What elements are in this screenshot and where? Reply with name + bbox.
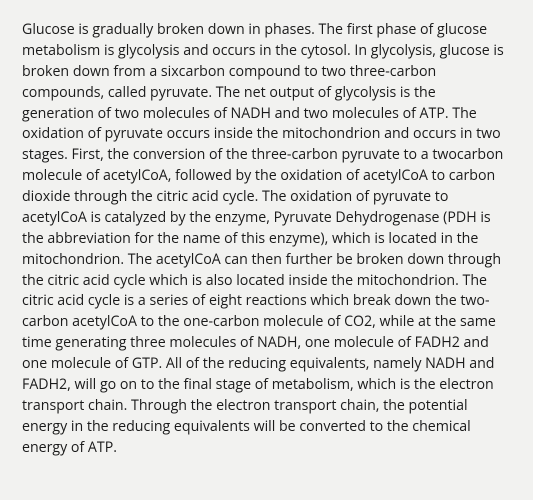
body-paragraph: Glucose is gradually broken down in phas…	[22, 20, 511, 458]
